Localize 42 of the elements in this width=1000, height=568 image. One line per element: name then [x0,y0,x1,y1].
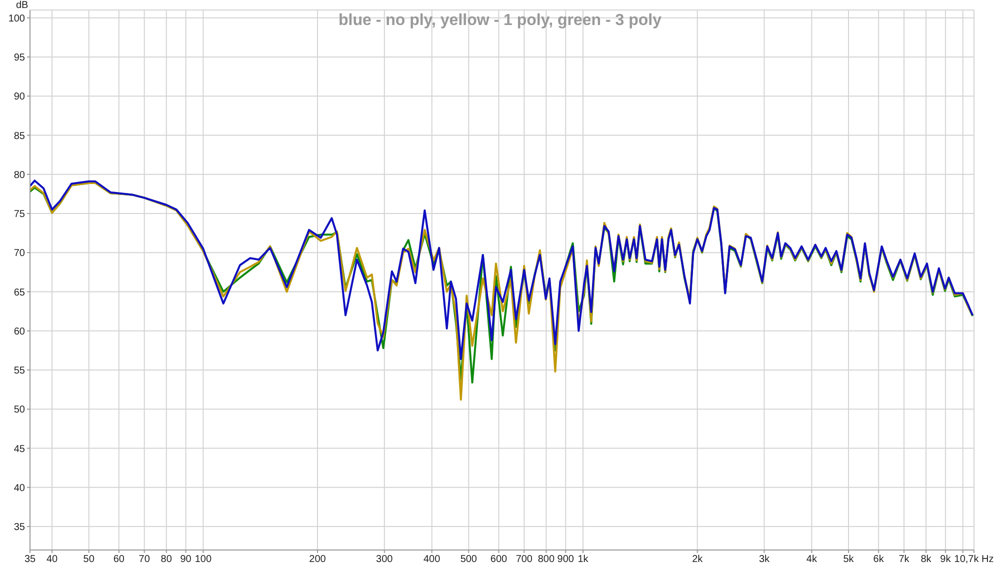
x-tick-label: 1k [578,554,590,566]
chart-title: blue - no ply, yellow - 1 poly, green - 3 poly [338,12,662,29]
x-tick-label: 6k [873,554,885,566]
x-tick-label: 7k [898,554,910,566]
x-tick-label: 40 [46,554,58,566]
x-tick-label: 100 [194,554,212,566]
y-tick-label: 100 [8,13,26,24]
y-tick-label: 35 [14,522,26,534]
x-tick-label: 70 [138,554,150,566]
x-tick-label: 900 [557,554,574,566]
x-tick-label: 10,7k Hz [954,554,994,566]
y-tick-label: 65 [14,287,26,298]
x-tick-label: 4k [806,554,818,566]
y-tick-label: 90 [14,92,26,103]
x-tick-label: 400 [424,554,441,566]
x-tick-label: 80 [160,554,172,566]
y-axis-title: dB [16,0,28,11]
x-tick-label: 35 [24,554,36,566]
y-tick-label: 55 [14,366,26,377]
x-tick-label: 600 [490,554,508,566]
y-tick-label: 75 [14,209,26,220]
x-tick-label: 500 [460,554,478,566]
y-tick-label: 60 [14,326,26,338]
x-tick-label: 60 [113,554,125,566]
y-tick-label: 50 [14,404,26,416]
x-tick-label: 3k [758,554,771,566]
x-tick-label: 2k [692,554,704,566]
x-tick-label: 800 [538,554,555,566]
y-tick-label: 45 [14,444,26,455]
y-tick-label: 70 [14,248,26,260]
x-tick-label: 8k [920,554,932,566]
y-tick-label: 85 [14,130,26,142]
x-tick-label: 200 [309,554,326,566]
x-tick-label: 700 [516,554,533,566]
y-tick-label: 80 [14,170,26,181]
x-tick-label: 9k [940,554,952,566]
x-tick-label: 50 [83,554,95,566]
y-tick-label: 95 [14,52,26,64]
x-tick-label: 90 [180,554,192,566]
x-tick-label: 5k [843,554,855,566]
x-tick-label: 300 [376,554,394,566]
y-tick-label: 40 [14,482,26,494]
